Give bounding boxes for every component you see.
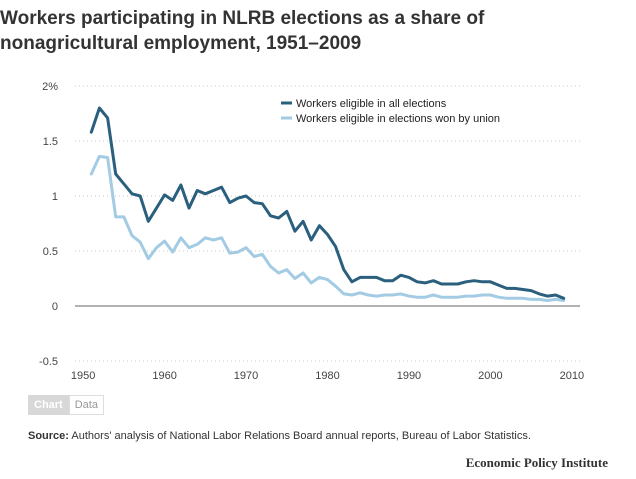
y-tick-label: 1.5 [43, 136, 58, 148]
source-text: Authors' analysis of National Labor Rela… [71, 430, 531, 442]
legend-label: Workers eligible in all elections [296, 98, 447, 110]
y-tick-label: 0 [52, 301, 58, 313]
y-tick-label: 1 [52, 191, 58, 203]
tab-data[interactable]: Data [68, 395, 104, 415]
y-tick-label: 2% [42, 81, 58, 93]
x-tick-label: 1980 [315, 370, 339, 382]
source-label: Source: [28, 430, 69, 442]
legend-label: Workers eligible in elections won by uni… [296, 113, 500, 125]
chart-title-line-2: nonagricultural employment, 1951–2009 [0, 33, 362, 54]
chart-title-line-1: Workers participating in NLRB elections … [0, 8, 485, 29]
x-tick-label: 1960 [152, 370, 176, 382]
series-line-won-by-union [89, 154, 566, 302]
source-note: Source: Authors' analysis of National La… [28, 430, 531, 442]
view-tabs: Chart Data [28, 395, 104, 415]
x-tick-label: 1990 [397, 370, 421, 382]
x-tick-label: 1970 [234, 370, 258, 382]
publisher-logo: Economic Policy Institute [465, 455, 608, 470]
tab-chart[interactable]: Chart [28, 395, 69, 415]
y-tick-label: -0.5 [39, 356, 58, 368]
x-tick-label: 2010 [560, 370, 584, 382]
series-line-all-elections [89, 106, 566, 300]
y-tick-label: 0.5 [43, 246, 58, 258]
line-chart: -0.5 0 0.5 1 1.5 2% 1950 1960 1970 1980 1990 2000 20… [39, 81, 584, 382]
x-tick-label: 2000 [478, 370, 502, 382]
x-tick-label: 1950 [71, 370, 95, 382]
chart-title: Workers participating in NLRB elections … [0, 6, 600, 56]
